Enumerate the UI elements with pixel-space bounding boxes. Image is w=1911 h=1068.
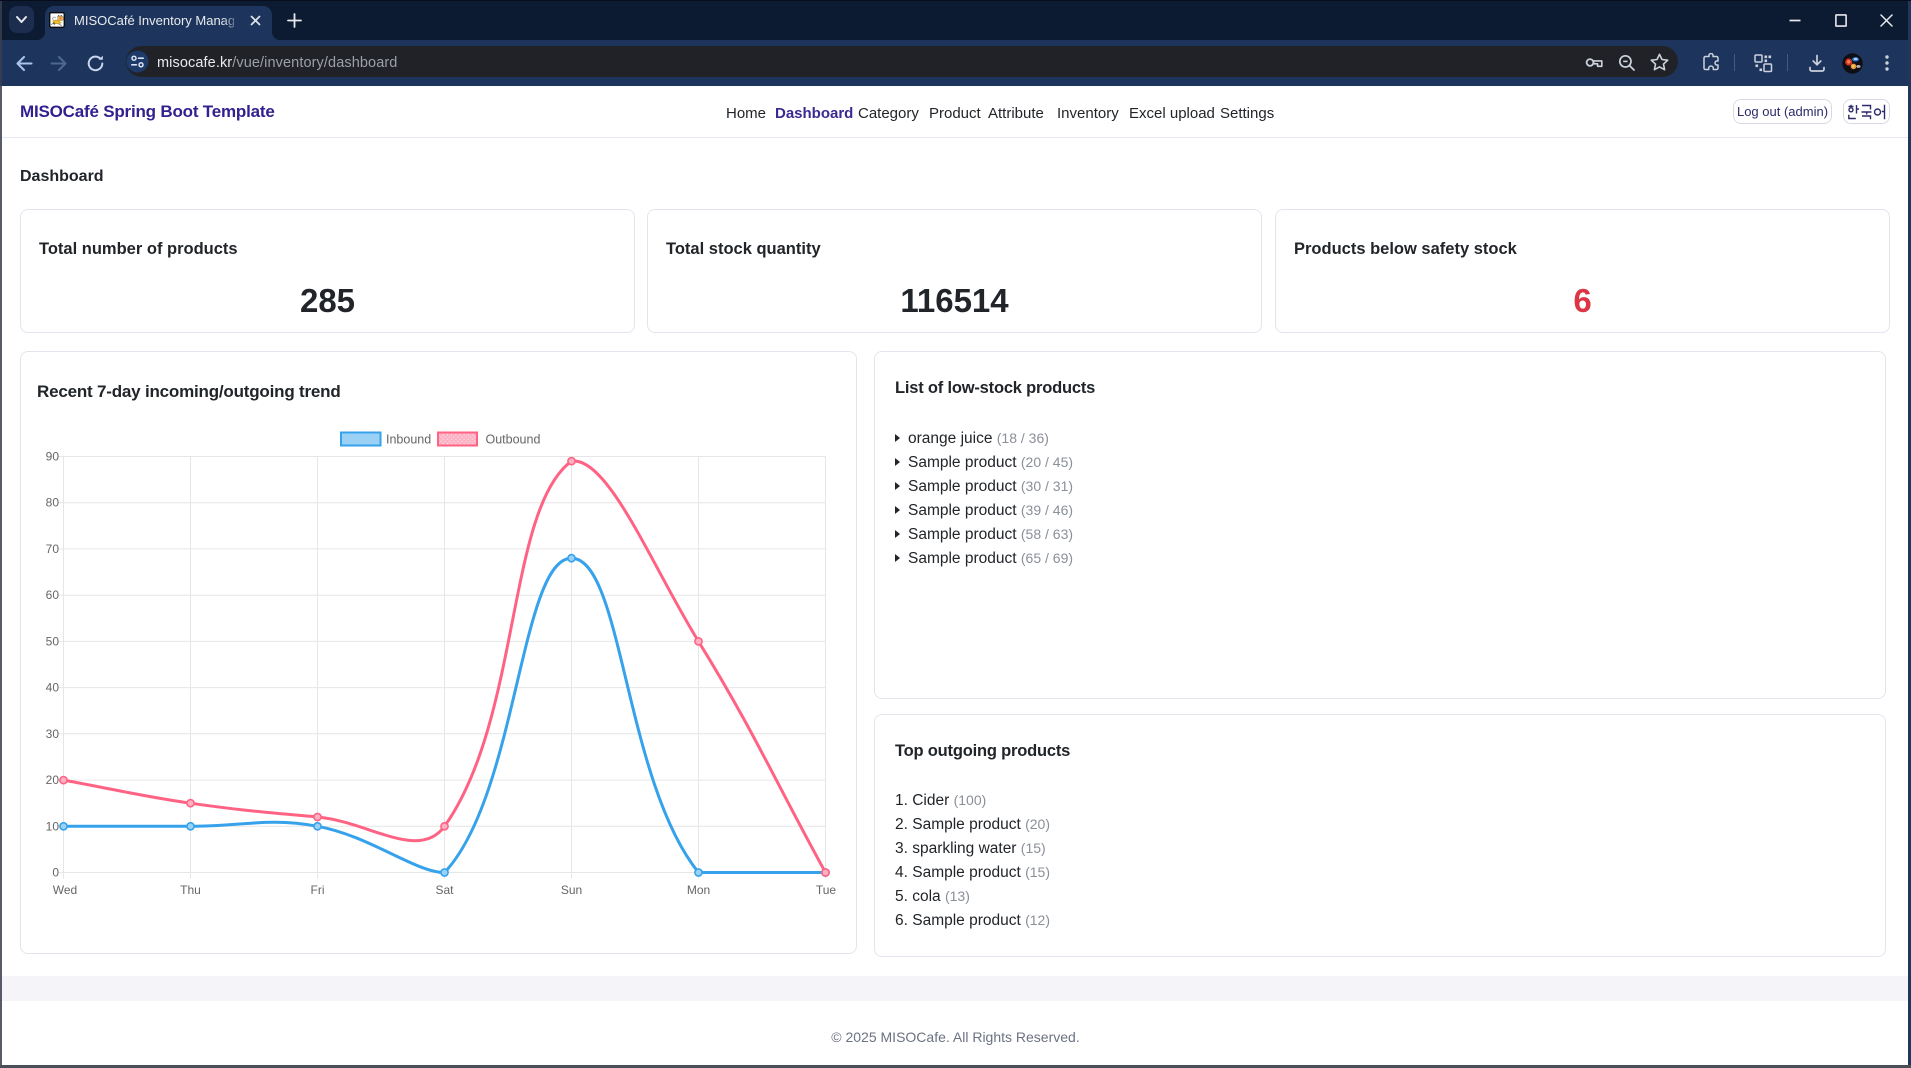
svg-text:70: 70 xyxy=(46,542,60,556)
svg-text:Recent 7-day incoming/outgoing: Recent 7-day incoming/outgoing trend xyxy=(37,382,341,401)
svg-text:Inbound: Inbound xyxy=(386,433,431,447)
svg-text:50: 50 xyxy=(46,634,60,648)
svg-text:20: 20 xyxy=(46,773,60,787)
svg-text:10: 10 xyxy=(46,819,60,833)
svg-text:Thu: Thu xyxy=(180,883,201,897)
svg-text:Sun: Sun xyxy=(561,883,582,897)
svg-text:90: 90 xyxy=(46,450,60,464)
svg-text:80: 80 xyxy=(46,496,60,510)
svg-text:60: 60 xyxy=(46,588,60,602)
svg-text:Tue: Tue xyxy=(816,883,837,897)
svg-text:Wed: Wed xyxy=(53,883,77,897)
svg-text:Mon: Mon xyxy=(687,883,710,897)
svg-text:Fri: Fri xyxy=(311,883,325,897)
svg-text:Sat: Sat xyxy=(435,883,454,897)
svg-text:30: 30 xyxy=(46,727,60,741)
svg-text:40: 40 xyxy=(46,681,60,695)
svg-text:Outbound: Outbound xyxy=(486,433,541,447)
svg-text:0: 0 xyxy=(52,866,59,880)
